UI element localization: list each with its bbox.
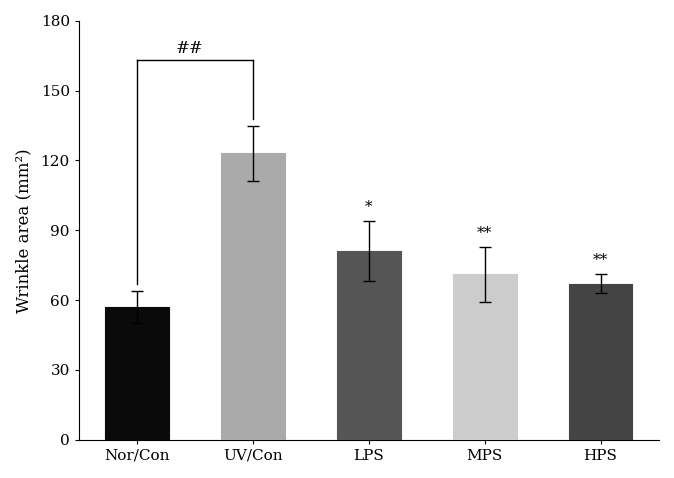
Y-axis label: Wrinkle area (mm²): Wrinkle area (mm²): [16, 148, 32, 313]
Text: *: *: [365, 200, 373, 214]
Text: ##: ##: [175, 40, 203, 57]
Bar: [221, 153, 285, 440]
Bar: [569, 284, 632, 440]
Bar: [105, 307, 169, 440]
Text: **: **: [593, 253, 608, 268]
Bar: [337, 251, 400, 440]
Bar: [453, 274, 516, 440]
Text: **: **: [477, 226, 492, 239]
